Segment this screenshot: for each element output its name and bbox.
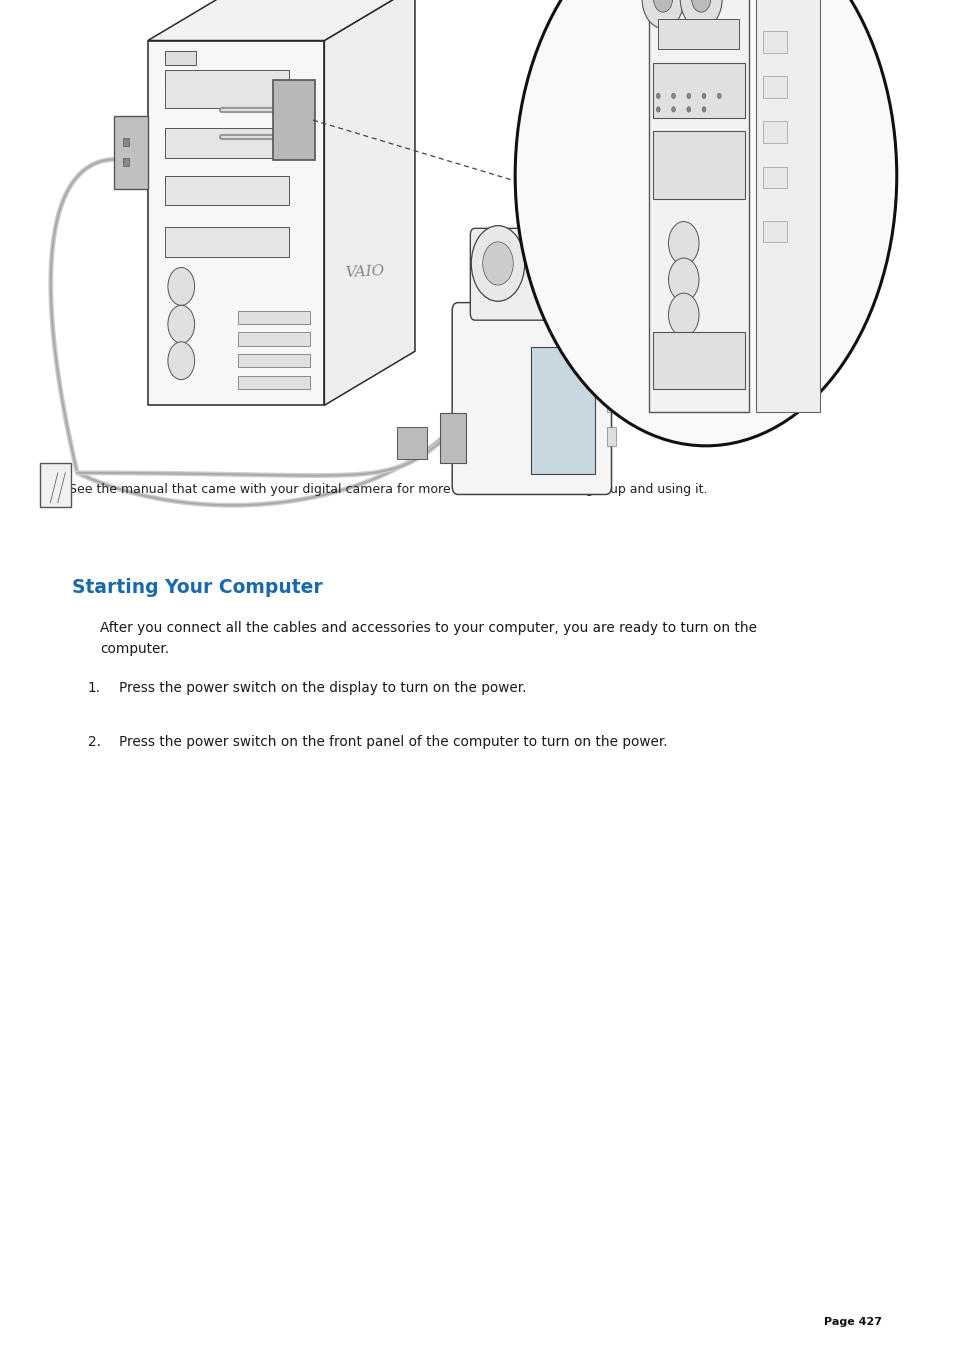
Circle shape — [515, 0, 896, 446]
Bar — [762, 31, 786, 53]
Bar — [606, 393, 616, 412]
FancyBboxPatch shape — [652, 332, 744, 389]
Bar — [648, 0, 748, 412]
FancyBboxPatch shape — [439, 413, 465, 463]
FancyBboxPatch shape — [652, 131, 744, 199]
Circle shape — [168, 267, 194, 305]
FancyBboxPatch shape — [396, 427, 427, 459]
FancyBboxPatch shape — [470, 228, 568, 320]
Bar — [238, 376, 310, 389]
Bar — [762, 220, 786, 242]
Bar — [148, 41, 324, 405]
Bar — [762, 77, 786, 99]
Polygon shape — [324, 0, 415, 405]
Bar — [123, 138, 129, 146]
Circle shape — [668, 293, 699, 336]
Text: Page 427: Page 427 — [823, 1317, 882, 1327]
Bar — [762, 166, 786, 188]
FancyBboxPatch shape — [452, 303, 611, 494]
FancyBboxPatch shape — [652, 63, 744, 118]
Text: Press the power switch on the front panel of the computer to turn on the power.: Press the power switch on the front pane… — [119, 735, 667, 748]
Text: After you connect all the cables and accessories to your computer, you are ready: After you connect all the cables and acc… — [100, 621, 757, 655]
Circle shape — [691, 0, 710, 12]
Circle shape — [679, 0, 721, 28]
FancyBboxPatch shape — [113, 116, 148, 189]
Bar — [165, 70, 289, 108]
Circle shape — [701, 93, 705, 99]
Bar — [165, 227, 289, 257]
FancyBboxPatch shape — [273, 80, 314, 159]
Circle shape — [641, 0, 683, 28]
Text: See the manual that came with your digital camera for more information on settin: See the manual that came with your digit… — [65, 482, 706, 496]
Circle shape — [471, 226, 524, 301]
Circle shape — [671, 107, 675, 112]
Bar — [165, 128, 289, 158]
FancyBboxPatch shape — [40, 463, 71, 507]
Bar — [238, 311, 310, 324]
Text: Starting Your Computer: Starting Your Computer — [71, 578, 322, 597]
Circle shape — [686, 107, 690, 112]
Text: Press the power switch on the display to turn on the power.: Press the power switch on the display to… — [119, 681, 526, 694]
Circle shape — [168, 305, 194, 343]
Bar — [762, 122, 786, 143]
Bar — [238, 332, 310, 346]
Circle shape — [656, 93, 659, 99]
Bar — [123, 158, 129, 166]
Circle shape — [701, 107, 705, 112]
Circle shape — [656, 107, 659, 112]
Circle shape — [482, 242, 513, 285]
Bar — [658, 19, 739, 49]
Bar — [165, 176, 289, 205]
Text: VAIO: VAIO — [345, 263, 385, 280]
Circle shape — [671, 93, 675, 99]
Circle shape — [686, 93, 690, 99]
Bar — [238, 354, 310, 367]
Circle shape — [653, 0, 672, 12]
Bar — [755, 0, 820, 412]
Circle shape — [668, 222, 699, 265]
Text: 1.: 1. — [88, 681, 101, 694]
Bar — [165, 51, 195, 65]
Circle shape — [717, 93, 720, 99]
Polygon shape — [148, 0, 415, 41]
Circle shape — [668, 258, 699, 301]
Bar — [165, 74, 176, 86]
Bar — [606, 427, 616, 446]
Circle shape — [168, 342, 194, 380]
FancyBboxPatch shape — [530, 347, 594, 474]
Bar — [606, 359, 616, 378]
Text: 2.: 2. — [88, 735, 101, 748]
